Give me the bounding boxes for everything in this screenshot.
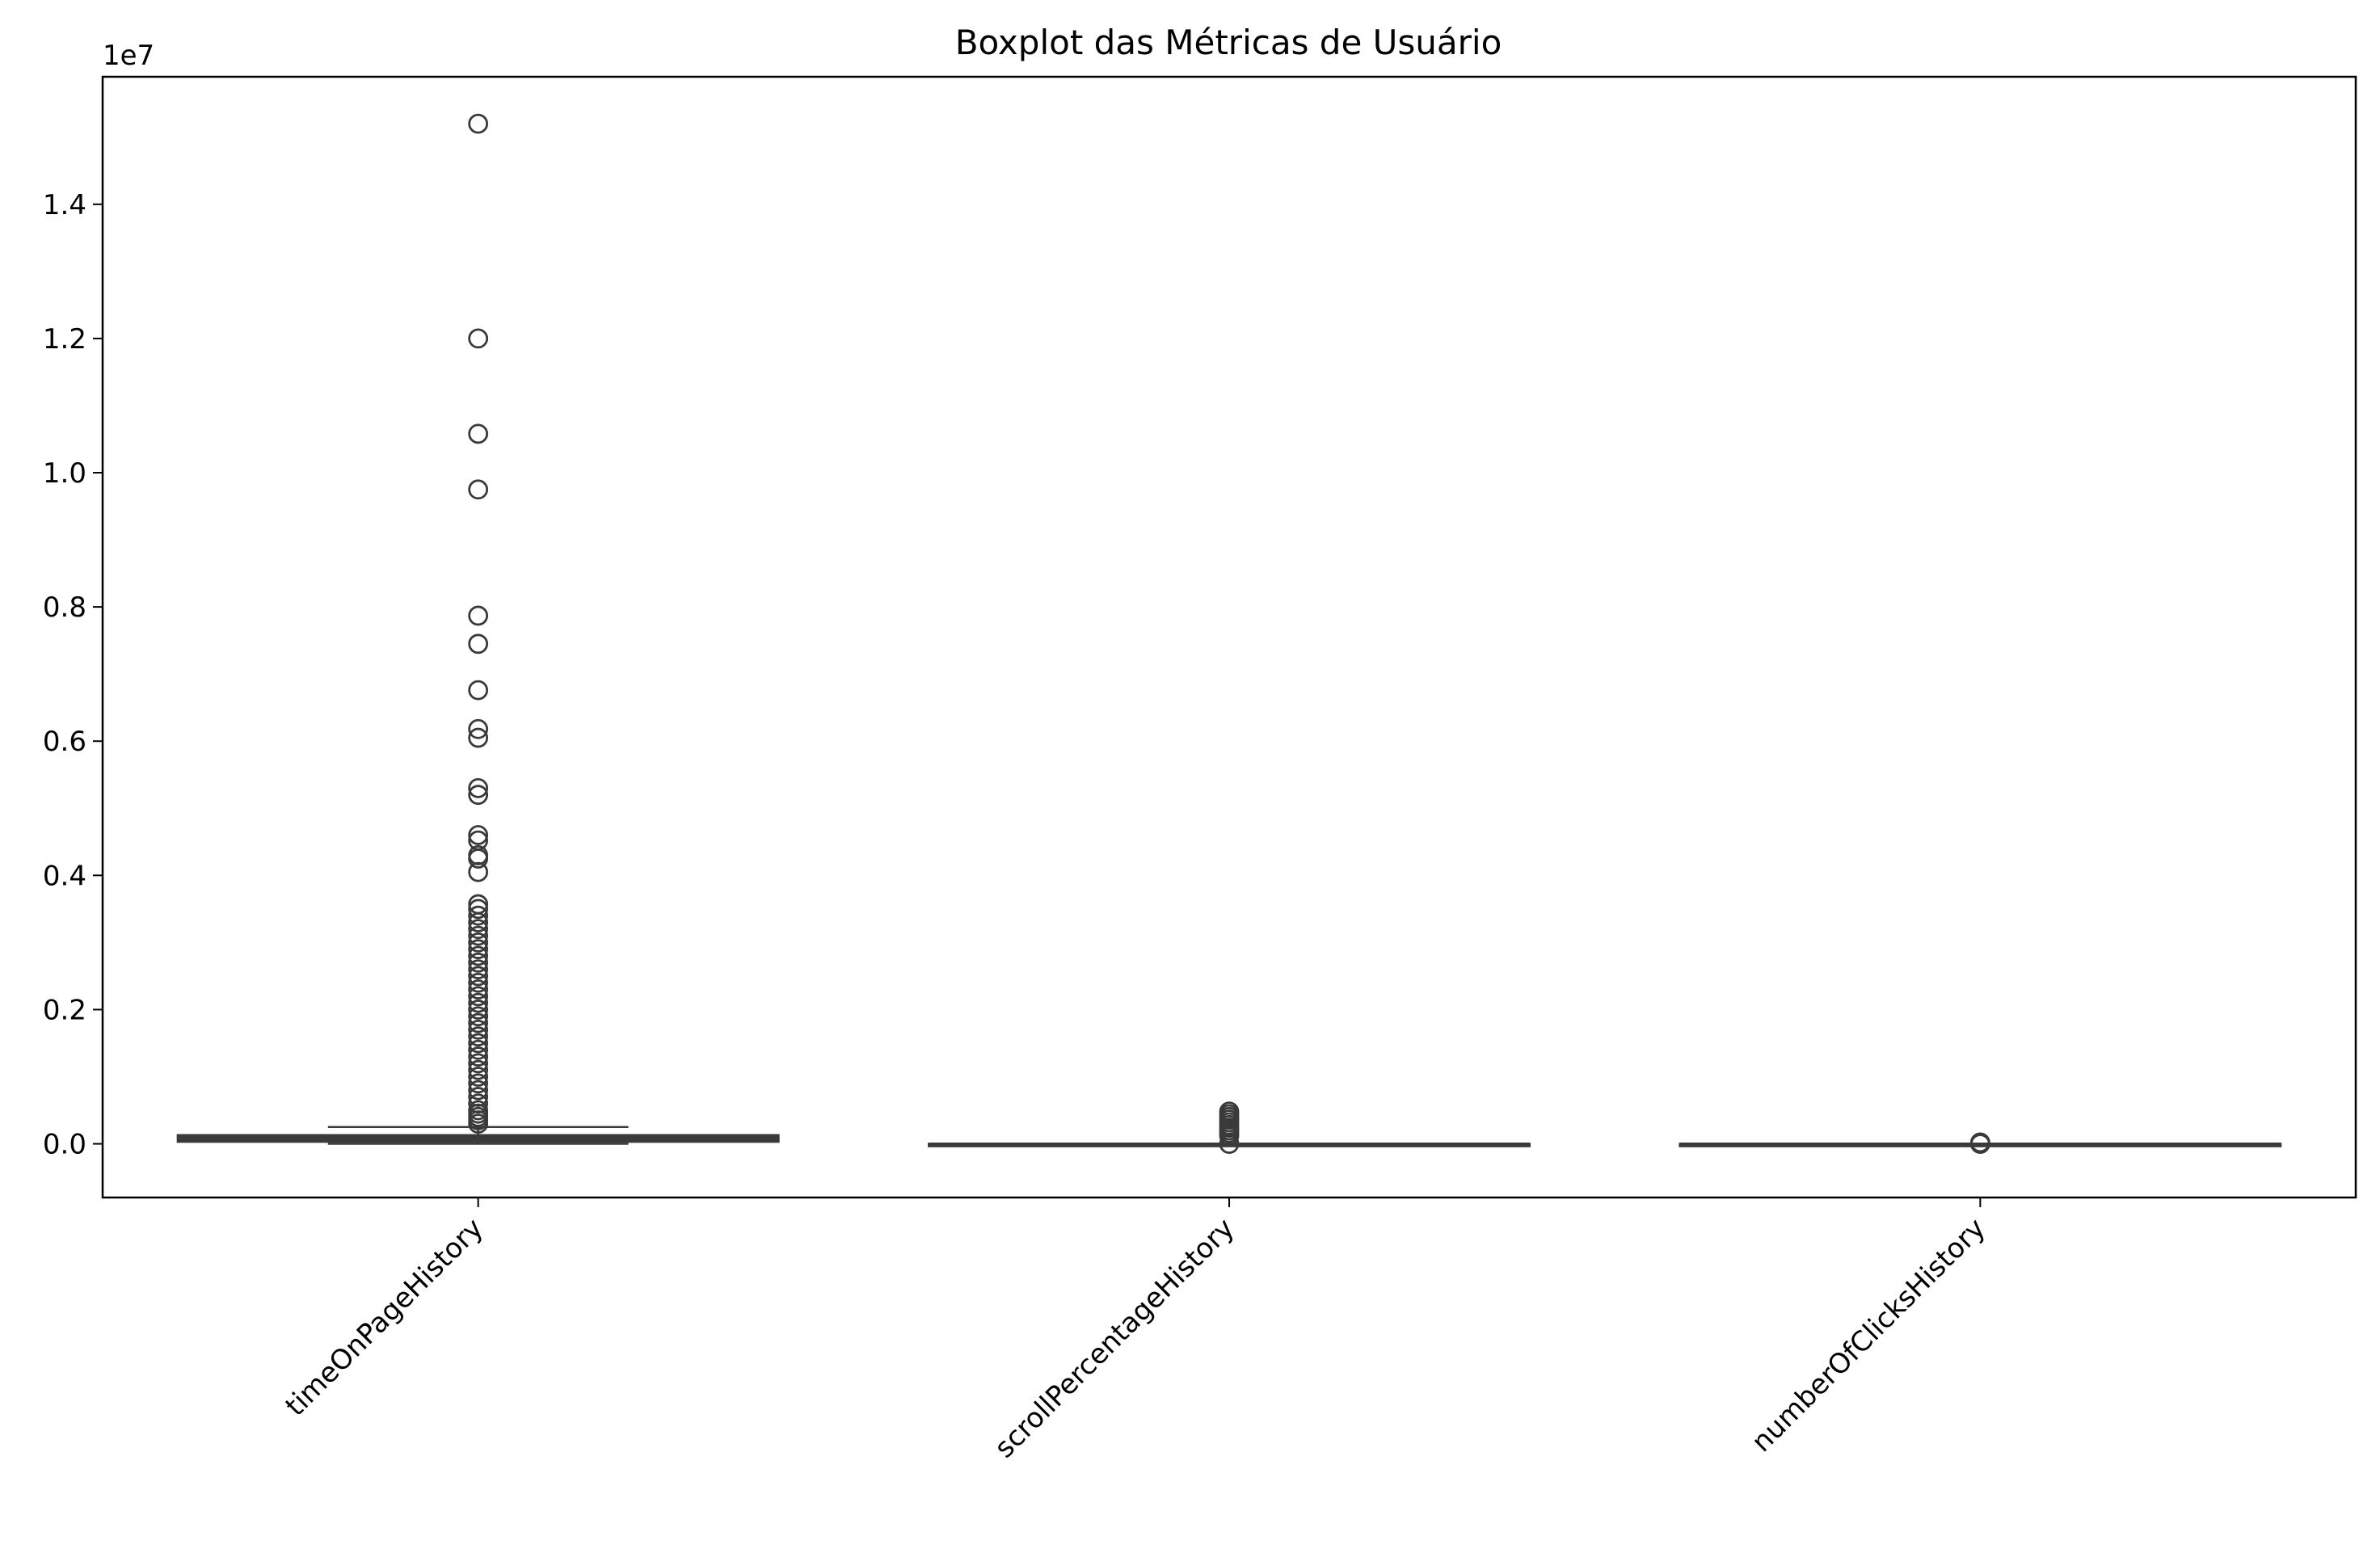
outlier-point <box>468 1039 489 1060</box>
y-tick-label: 0.2 <box>43 994 86 1026</box>
outlier-point <box>468 785 489 806</box>
y-axis: 0.0 0.2 0.4 0.6 0.8 1.0 1.2 1.4 <box>43 189 103 1161</box>
box-group-numberOfClicksHistory <box>1679 1132 2282 1154</box>
outlier-point <box>468 1113 489 1134</box>
y-tick-label: 1.2 <box>43 323 86 356</box>
outlier-point <box>468 423 489 444</box>
outlier-point <box>468 1067 489 1087</box>
outlier-point <box>468 633 489 655</box>
x-tick-label: scrollPercentageHistory <box>988 1212 1241 1464</box>
outlier-point <box>468 861 489 882</box>
outlier-point <box>468 919 489 940</box>
x-tick-label: timeOnPageHistory <box>280 1212 491 1423</box>
chart-title: Boxplot das Métricas de Usuário <box>955 23 1502 62</box>
outlier-point <box>1969 1132 1990 1153</box>
outlier-point <box>468 727 489 748</box>
outlier-point <box>468 952 489 973</box>
x-axis: timeOnPageHistory scrollPercentageHistory… <box>280 1198 1992 1464</box>
plot-content <box>176 113 2282 1154</box>
outlier-point <box>468 1059 489 1080</box>
outlier-point <box>468 328 489 349</box>
outlier-point <box>468 945 489 966</box>
outlier-point <box>468 479 489 500</box>
outlier-point <box>468 113 489 134</box>
outlier-point <box>468 1026 489 1047</box>
outlier-point <box>468 680 489 701</box>
y-tick-label: 0.6 <box>43 726 86 758</box>
outlier-point <box>468 1073 489 1094</box>
outlier-point <box>468 777 489 798</box>
outlier-point <box>1219 1126 1240 1146</box>
outlier-point <box>468 899 489 920</box>
outlier-point <box>468 912 489 932</box>
outlier-point <box>468 939 489 960</box>
outlier-point <box>468 1006 489 1027</box>
outlier-point <box>468 605 489 626</box>
outlier-point <box>468 925 489 946</box>
outlier-point <box>468 992 489 1013</box>
outlier-point <box>468 959 489 980</box>
outlier-point <box>1219 1134 1240 1154</box>
outlier-point <box>468 979 489 1000</box>
outlier-point <box>468 718 489 739</box>
outlier-point <box>468 1053 489 1074</box>
y-tick-label: 1.0 <box>43 457 86 490</box>
box-group-scrollPercentageHistory <box>928 1101 1531 1154</box>
outlier-point <box>468 905 489 926</box>
outlier-point <box>468 1033 489 1054</box>
outlier-point <box>468 1000 489 1020</box>
y-tick-label: 1.4 <box>43 189 86 221</box>
x-tick-label: numberOfClicksHistory <box>1746 1212 1992 1459</box>
box-group-timeOnPageHistory <box>176 113 780 1145</box>
outlier-point <box>468 848 489 869</box>
outlier-point <box>468 1046 489 1067</box>
plot-frame <box>101 75 2357 1199</box>
outlier-point <box>468 972 489 993</box>
outlier-point <box>468 1019 489 1040</box>
outlier-point <box>468 966 489 987</box>
outlier-point <box>468 986 489 1007</box>
y-tick-label: 0.4 <box>43 860 86 892</box>
outlier-point <box>468 1012 489 1033</box>
outlier-point <box>468 932 489 953</box>
outlier-point <box>468 1080 489 1101</box>
y-tick-label: 0.0 <box>43 1129 86 1161</box>
outlier-point <box>468 825 489 845</box>
y-axis-offset-label: 1e7 <box>103 40 154 72</box>
y-tick-label: 0.8 <box>43 591 86 624</box>
